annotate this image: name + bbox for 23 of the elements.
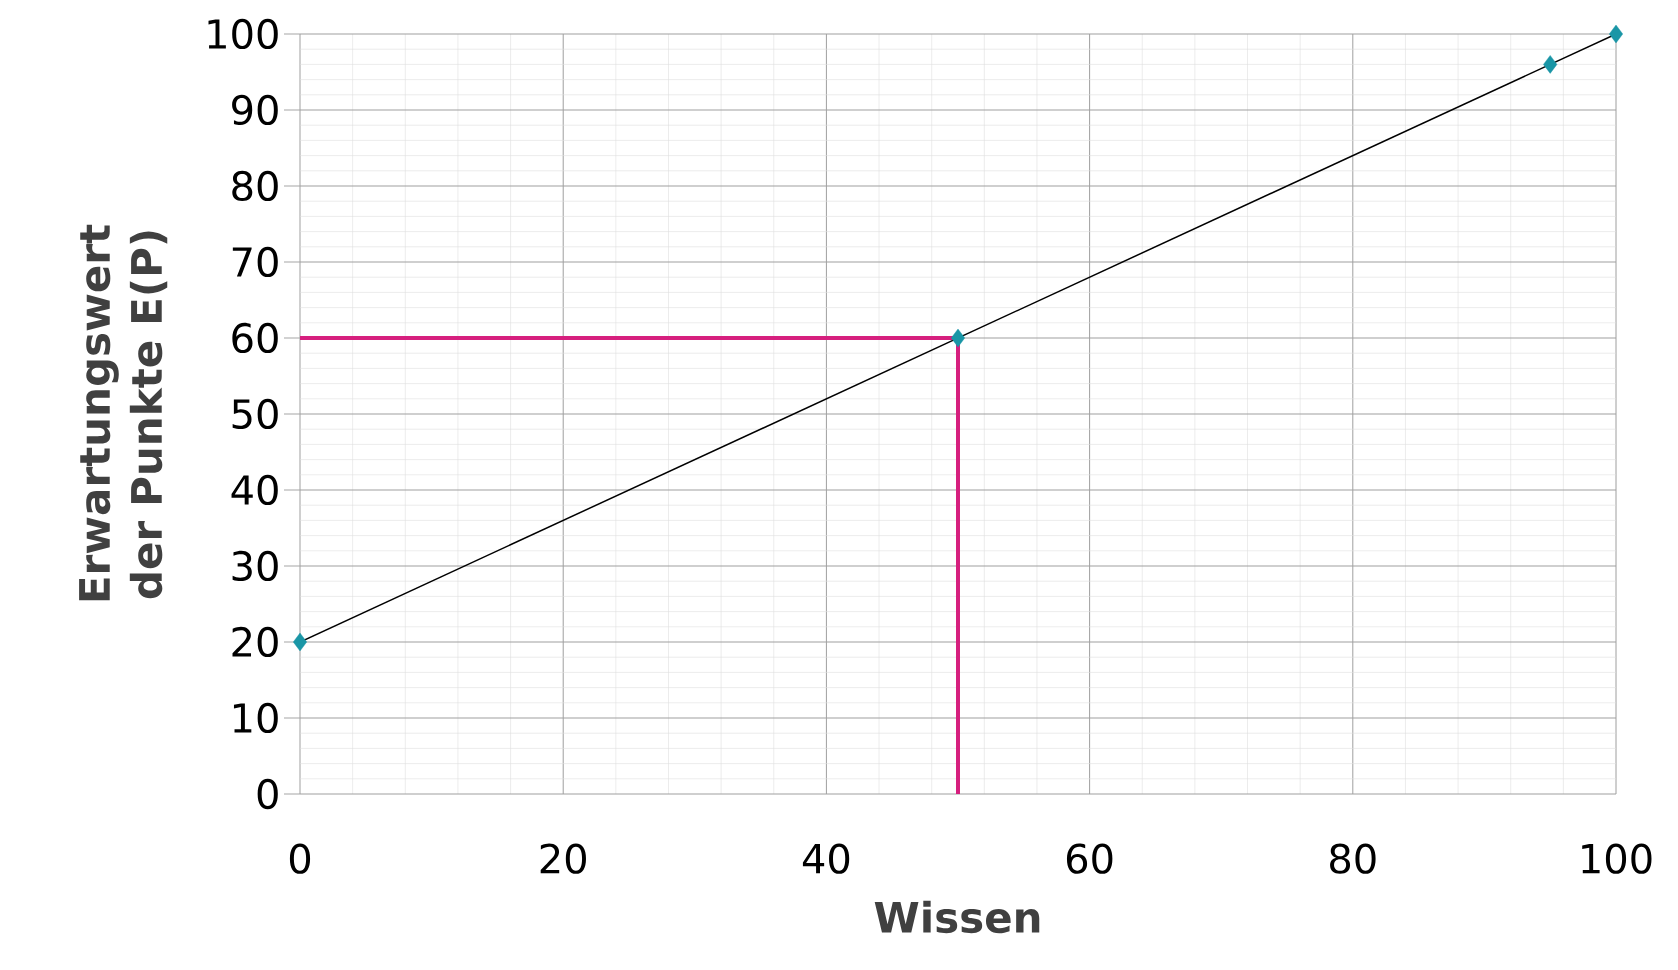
x-tick-label: 0 xyxy=(289,843,311,874)
point xyxy=(1609,24,1623,44)
y-axis-title: Erwartungswert der Punkte E(P) xyxy=(79,224,168,601)
y-tick-label: 50 xyxy=(232,398,278,430)
x-tick-label: 100 xyxy=(1582,843,1652,874)
x-tick-label: 80 xyxy=(1330,843,1376,874)
y-tick-label: 40 xyxy=(231,474,278,506)
y-tick-label: 80 xyxy=(232,170,278,202)
y-tick-label: 90 xyxy=(232,94,278,126)
x-tick-label: 20 xyxy=(540,843,586,874)
point xyxy=(1543,55,1558,74)
y-tick-label: 30 xyxy=(232,550,278,582)
x-axis-title: Wissen xyxy=(874,900,1040,934)
y-tick-label: 100 xyxy=(208,18,278,50)
y-tick-label: 70 xyxy=(232,246,278,278)
y-tick-label: 20 xyxy=(232,626,278,658)
y-tick-label: 0 xyxy=(257,778,278,810)
x-tick-label: 60 xyxy=(1066,843,1113,874)
x-tick-label: 40 xyxy=(802,843,850,874)
y-tick-label: 10 xyxy=(233,702,278,734)
point xyxy=(951,328,965,348)
point xyxy=(293,632,307,652)
y-tick-label: 60 xyxy=(232,322,278,354)
